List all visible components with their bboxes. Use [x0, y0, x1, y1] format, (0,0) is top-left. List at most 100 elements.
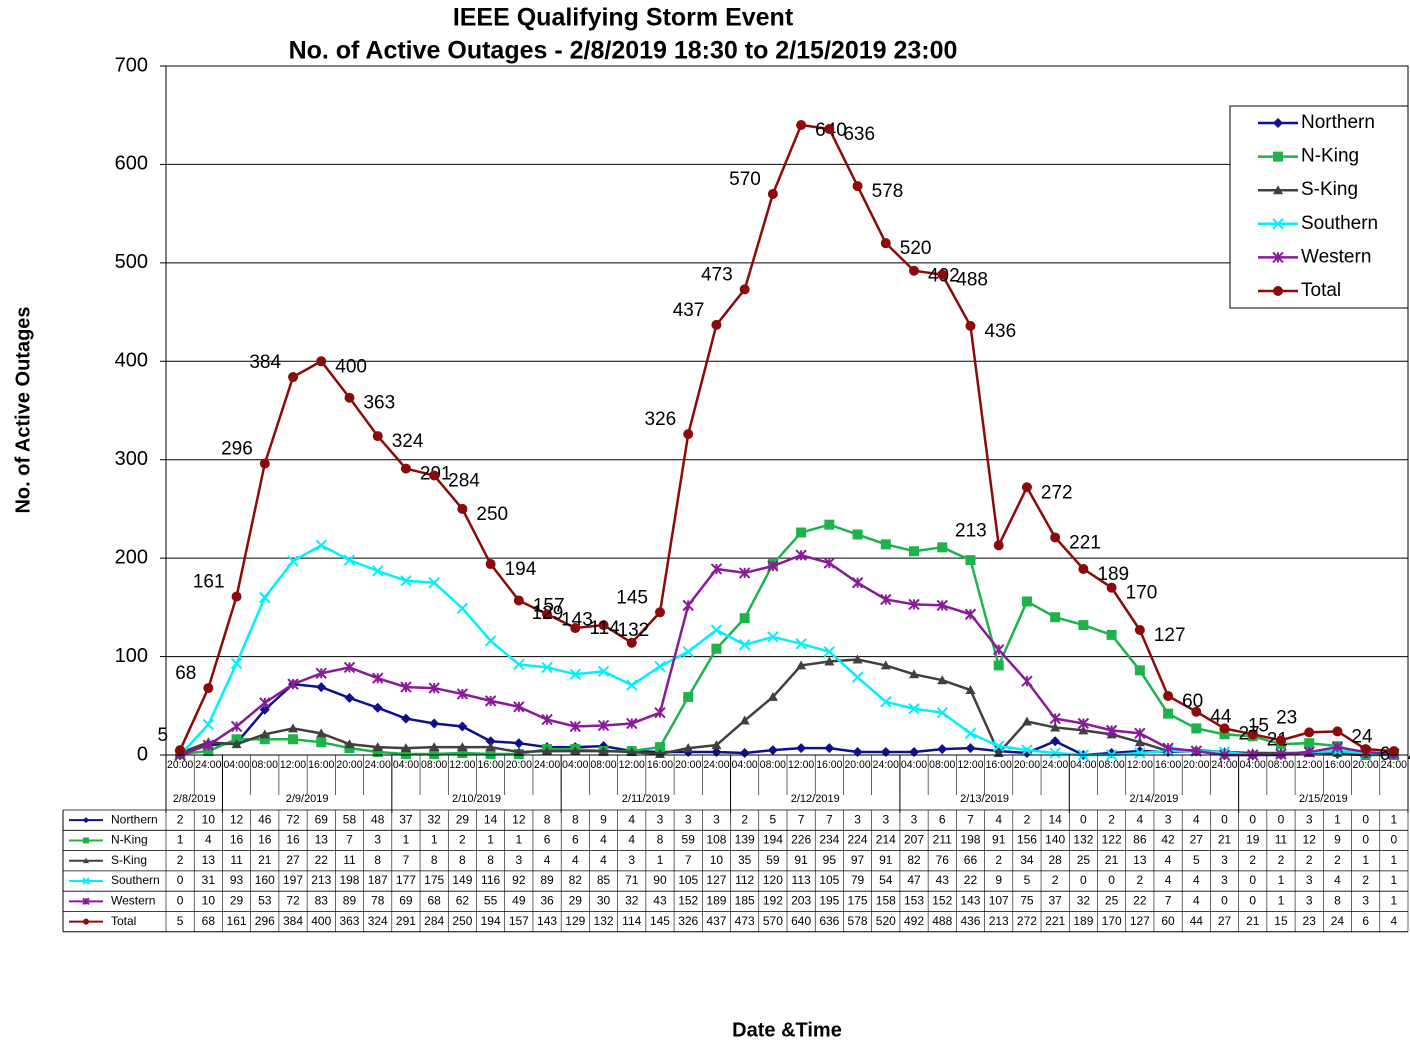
table-cell: 60 [1161, 914, 1175, 928]
table-cell: 3 [1165, 812, 1172, 826]
date-label: 2/8/2019 [173, 793, 216, 805]
x-tick-label: 12:00 [619, 759, 645, 771]
marker [1273, 185, 1283, 195]
x-tick-label: 20:00 [1014, 759, 1040, 771]
marker [937, 542, 948, 553]
x-tick-label: 04:00 [1240, 759, 1266, 771]
marker [1134, 747, 1146, 759]
data-label: 384 [249, 352, 281, 373]
marker [597, 719, 610, 732]
marker [1021, 744, 1033, 756]
table-cell: 120 [763, 873, 783, 887]
marker [400, 575, 412, 587]
marker [824, 123, 835, 134]
marker [1331, 741, 1344, 753]
table-cell: 32 [625, 894, 639, 908]
table-cell: 4 [995, 812, 1002, 826]
table-cell: 3 [685, 812, 692, 826]
marker [1273, 118, 1283, 128]
marker [1275, 748, 1287, 760]
marker [711, 643, 722, 654]
marker [484, 635, 497, 647]
marker [993, 540, 1004, 551]
table-cell: 105 [819, 873, 839, 887]
table-cell: 92 [512, 873, 526, 887]
table-cell: 640 [791, 914, 811, 928]
table-cell: 23 [1303, 914, 1317, 928]
marker [484, 695, 497, 707]
table-cell: 93 [230, 873, 244, 887]
table-cell: 15 [1274, 914, 1288, 928]
marker [880, 660, 891, 670]
table-cell: 139 [735, 833, 755, 847]
table-cell: 175 [848, 894, 868, 908]
data-label: 129 [532, 603, 564, 624]
x-tick-label: 16:00 [478, 759, 504, 771]
table-cell: 1 [1278, 873, 1285, 887]
x-tick-label: 16:00 [816, 759, 842, 771]
marker [457, 503, 468, 514]
x-tick-label: 04:00 [562, 759, 588, 771]
legend-box [1229, 105, 1409, 309]
x-tick-label: 08:00 [760, 759, 786, 771]
marker [796, 527, 807, 538]
table-cell: 3 [657, 812, 664, 826]
plot-frame [165, 65, 1409, 756]
marker [626, 679, 638, 691]
table-cell: 48 [371, 812, 385, 826]
table-cell: 3 [713, 812, 720, 826]
marker [964, 608, 977, 620]
marker [738, 567, 751, 579]
table-cell: 224 [848, 833, 868, 847]
y-tick-label: 100 [115, 645, 148, 667]
marker [1050, 736, 1061, 747]
marker [965, 743, 976, 754]
table-cell: 27 [1218, 914, 1232, 928]
x-tick-label: 20:00 [844, 759, 870, 771]
x-tick-label: 16:00 [647, 759, 673, 771]
marker [852, 747, 863, 758]
marker [316, 356, 327, 367]
table-cell: 1 [1391, 873, 1398, 887]
marker [513, 658, 525, 671]
marker [316, 737, 327, 748]
table-cell: 19 [1246, 833, 1260, 847]
table-cell: 170 [1102, 914, 1122, 928]
table-cell: 296 [255, 914, 275, 928]
marker [230, 657, 243, 670]
table-cell: 0 [1249, 873, 1256, 887]
table-cell: 149 [452, 873, 472, 887]
table-cell: 31 [202, 873, 216, 887]
marker [316, 682, 327, 693]
marker [767, 560, 779, 572]
table-cell: 32 [1077, 894, 1091, 908]
table-cell: 214 [876, 833, 896, 847]
marker [82, 897, 90, 906]
marker [965, 320, 976, 331]
legend-label: Southern [1301, 213, 1378, 234]
marker [993, 660, 1004, 671]
data-label: 132 [618, 620, 650, 641]
marker [343, 554, 356, 566]
marker [513, 595, 524, 606]
date-label: 2/15/2019 [1299, 793, 1348, 805]
marker [203, 683, 214, 694]
data-label: 437 [673, 300, 705, 321]
marker [372, 742, 383, 752]
table-cell: 27 [1190, 833, 1204, 847]
table-cell: 213 [311, 873, 331, 887]
date-label: 2/13/2019 [960, 793, 1009, 805]
table-cell: 2 [1334, 853, 1341, 867]
x-tick-label: 24:00 [1381, 759, 1407, 771]
marker [344, 692, 355, 703]
table-cell: 2 [1024, 812, 1031, 826]
table-cell: 2 [459, 833, 466, 847]
marker [343, 661, 356, 674]
table-cell: 1 [177, 833, 184, 847]
table-cell: 1 [1391, 812, 1398, 826]
table-cell: 284 [424, 914, 444, 928]
marker [202, 739, 215, 751]
marker [372, 747, 383, 758]
marker [259, 734, 270, 745]
marker [626, 637, 637, 648]
